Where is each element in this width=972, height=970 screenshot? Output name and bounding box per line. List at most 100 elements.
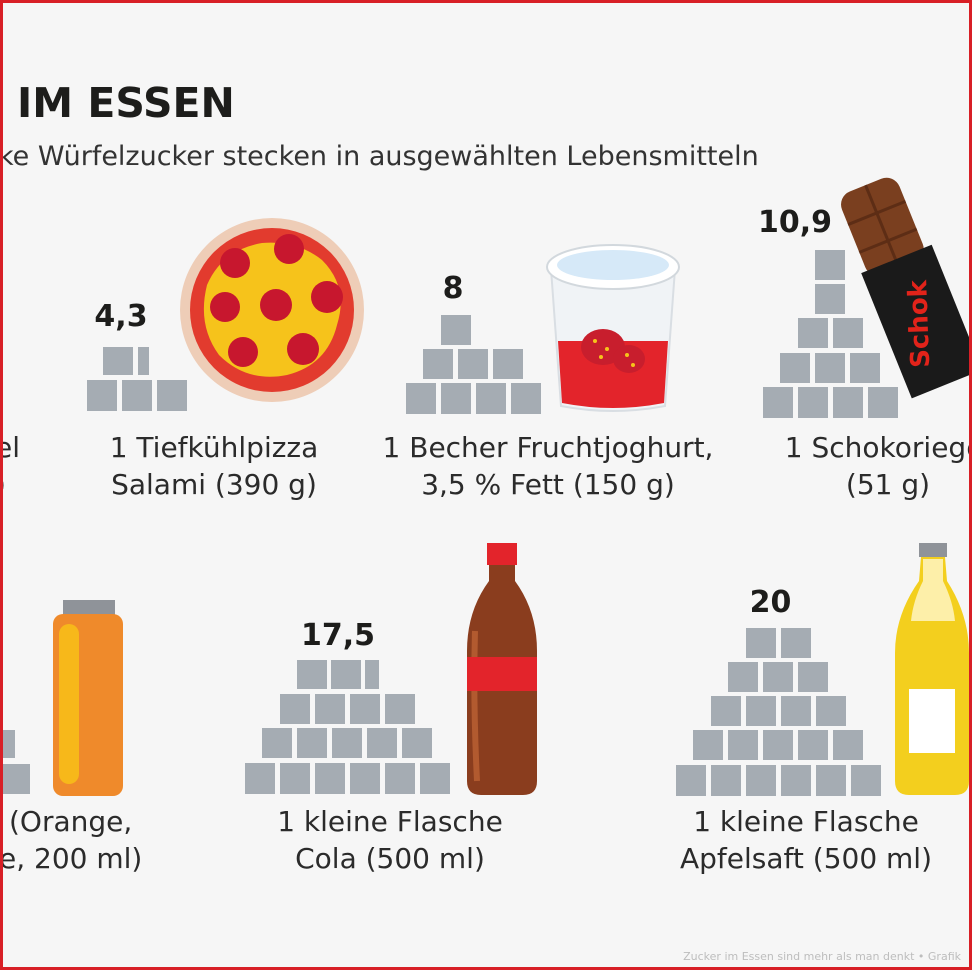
sugar-cubes-joghurt <box>406 315 541 414</box>
sugar-cube-icon <box>87 380 117 411</box>
sugar-cube-icon <box>833 730 863 760</box>
pizza-icon <box>180 218 364 402</box>
sugar-cube-icon <box>493 349 523 379</box>
sugar-cube-icon <box>833 318 863 348</box>
sugar-cube-icon <box>781 628 811 658</box>
item-label-line2: Cola (500 ml) <box>295 842 485 875</box>
sugar-cube-icon <box>350 694 380 724</box>
item-label-schokoriegel: 1 Schokoriegel (51 g) <box>763 429 972 503</box>
sugar-cube-icon <box>850 353 880 383</box>
item-label-line2: Salami (390 g) <box>111 468 317 501</box>
sugar-value-joghurt: 8 <box>442 271 464 306</box>
sugar-cube-icon <box>816 696 846 726</box>
sugar-cube-icon <box>693 730 723 760</box>
sugar-cube-icon <box>815 284 845 314</box>
image-credit: Zucker im Essen sind mehr als man denkt … <box>683 950 961 963</box>
sugar-cube-icon <box>676 765 706 796</box>
sugar-cube-icon <box>833 387 863 418</box>
sugar-cube-icon <box>367 728 397 758</box>
sugar-cube-icon <box>780 353 810 383</box>
page-subtitle: ke Würfelzucker stecken in ausgewählten … <box>0 141 759 172</box>
sugar-cube-icon <box>332 728 362 758</box>
sugar-cubes-apfelsaft <box>676 628 881 796</box>
sugar-cube-icon <box>331 660 361 689</box>
sugar-cube-icon <box>815 250 845 280</box>
sugar-cubes-orangensaft <box>3 730 30 794</box>
sugar-cube-icon <box>728 662 758 692</box>
sugar-cube-icon <box>245 763 275 794</box>
juice-bottle-icon <box>53 600 123 796</box>
sugar-cube-icon <box>728 730 758 760</box>
item-label-orangensaft: (Orange, e, 200 ml) <box>3 803 149 877</box>
sugar-cube-icon <box>441 315 471 345</box>
sugar-cube-icon <box>711 765 741 796</box>
item-label-cola: 1 kleine Flasche Cola (500 ml) <box>265 803 515 877</box>
sugar-cube-icon <box>138 347 149 375</box>
sugar-value-pizza: 4,3 <box>94 299 148 334</box>
sugar-cube-icon <box>476 383 506 414</box>
sugar-cube-icon <box>441 383 471 414</box>
sugar-cube-icon <box>385 694 415 724</box>
sugar-cube-icon <box>711 696 741 726</box>
sugar-cube-icon <box>420 763 450 794</box>
chocolate-bar-icon: Schok <box>841 177 969 399</box>
sugar-cube-icon <box>816 765 846 796</box>
item-label-line2: 3,5 % Fett (150 g) <box>421 468 675 501</box>
sugar-cube-icon <box>511 383 541 414</box>
sugar-cube-icon <box>157 380 187 411</box>
item-label-line1: 1 Schokoriegel <box>784 431 972 464</box>
sugar-cube-icon <box>763 662 793 692</box>
sugar-cube-icon <box>763 730 793 760</box>
sugar-cubes-schokoriegel <box>763 250 898 418</box>
sugar-cube-icon <box>781 696 811 726</box>
sugar-cubes-pizza <box>87 347 187 411</box>
sugar-cube-icon <box>746 765 776 796</box>
bar-wrapper-text: Schok <box>903 279 936 369</box>
sugar-cube-icon <box>3 730 15 758</box>
sugar-value-schokoriegel: 10,9 <box>758 205 833 240</box>
sugar-cube-icon <box>402 728 432 758</box>
sugar-cube-icon <box>763 387 793 418</box>
sugar-cube-icon <box>851 765 881 796</box>
sugar-cube-icon <box>122 380 152 411</box>
sugar-cube-icon <box>868 387 898 418</box>
sugar-cube-icon <box>297 660 327 689</box>
sugar-value-cola: 17,5 <box>300 618 376 653</box>
apple-juice-bottle-icon <box>895 543 969 795</box>
sugar-cube-icon <box>385 763 415 794</box>
item-label-line1: 1 kleine Flasche <box>277 805 503 838</box>
sugar-cube-icon <box>103 347 133 375</box>
cola-bottle-icon <box>467 543 537 795</box>
item-label-line1: 1 kleine Flasche <box>693 805 919 838</box>
item-label-line1: el <box>3 431 21 464</box>
sugar-cube-icon <box>315 763 345 794</box>
sugar-cube-icon <box>798 662 828 692</box>
item-label-line1: 1 Tiefkühlpizza <box>109 431 319 464</box>
sugar-cube-icon <box>423 349 453 379</box>
sugar-cube-icon <box>746 628 776 658</box>
sugar-cube-icon <box>262 728 292 758</box>
sugar-cube-icon <box>365 660 379 689</box>
sugar-cube-icon <box>315 694 345 724</box>
item-label-line2: Apfelsaft (500 ml) <box>679 842 933 875</box>
sugar-cube-icon <box>3 764 30 794</box>
item-label-pizza: 1 Tiefkühlpizza Salami (390 g) <box>89 429 339 503</box>
sugar-value-apfelsaft: 20 <box>749 585 792 620</box>
sugar-cube-icon <box>297 728 327 758</box>
sugar-cube-icon <box>280 763 310 794</box>
sugar-cube-icon <box>458 349 488 379</box>
sugar-cube-icon <box>280 694 310 724</box>
sugar-cube-icon <box>798 318 828 348</box>
item-label-line1: 1 Becher Fruchtjoghurt, <box>382 431 714 464</box>
yogurt-cup-icon <box>546 244 680 412</box>
item-label-line1: (Orange, <box>9 805 133 838</box>
sugar-cube-icon <box>406 383 436 414</box>
item-label-apfelsaft: 1 kleine Flasche Apfelsaft (500 ml) <box>671 803 941 877</box>
sugar-cube-icon <box>815 353 845 383</box>
item-label-line2: (51 g) <box>845 468 931 501</box>
page-title: IM ESSEN <box>17 79 235 127</box>
sugar-cube-icon <box>798 387 828 418</box>
sugar-cubes-cola <box>245 660 450 794</box>
sugar-cube-icon <box>350 763 380 794</box>
